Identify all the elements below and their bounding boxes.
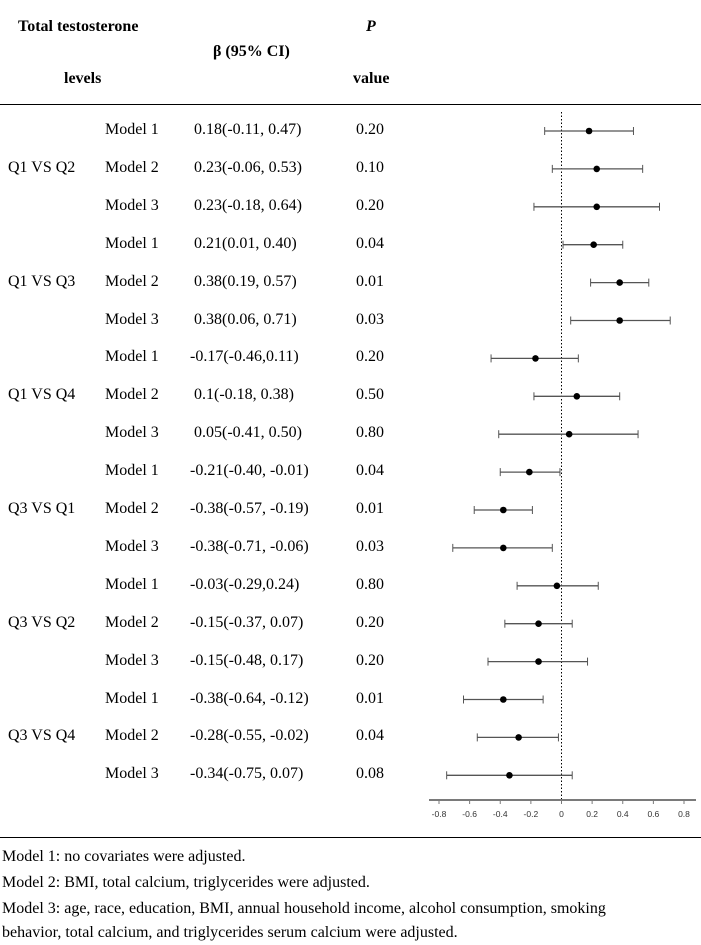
- model-label: Model 3: [105, 537, 159, 555]
- group-label: Q1 VS Q4: [8, 386, 76, 404]
- point-estimate: [515, 734, 522, 741]
- beta-ci-value: 0.21(0.01, 0.40): [194, 234, 297, 252]
- p-value: 0.10: [356, 158, 384, 176]
- p-value: 0.80: [356, 424, 384, 442]
- point-estimate: [616, 317, 623, 324]
- group-label: Q3 VS Q1: [8, 500, 76, 517]
- point-estimate: [526, 468, 533, 476]
- beta-ci-value: 0.38(0.19, 0.57): [194, 272, 297, 290]
- model-label: Model 2: [105, 613, 159, 631]
- x-tick-label: -0.4: [493, 809, 508, 819]
- model-label: Model 3: [105, 196, 159, 214]
- x-tick-label: 0.2: [586, 809, 598, 819]
- point-estimate: [553, 582, 561, 590]
- point-estimate: [590, 241, 597, 248]
- point-estimate: [500, 696, 507, 703]
- footnote-model-1: Model 1: no covariates were adjusted.: [2, 848, 246, 865]
- footnote-model-3-cont: behavior, total calcium, and triglycerid…: [2, 924, 458, 941]
- beta-ci-value: -0.03(-0.29,0.24): [190, 575, 300, 593]
- header-p-line1: P: [366, 18, 376, 35]
- p-value: 0.04: [356, 234, 384, 252]
- x-tick-label: 0: [559, 809, 564, 819]
- x-tick-label: 0.6: [647, 809, 659, 819]
- group-label: Q1 VS Q2: [8, 158, 76, 176]
- p-value: 0.20: [356, 348, 384, 366]
- p-value: 0.20: [356, 613, 384, 631]
- p-value: 0.01: [356, 272, 384, 290]
- model-label: Model 3: [105, 310, 159, 328]
- p-value: 0.03: [356, 537, 384, 555]
- model-label: Model 2: [105, 272, 159, 290]
- p-value: 0.01: [356, 500, 384, 517]
- group-label: Q1 VS Q3: [8, 272, 76, 290]
- point-estimate: [593, 203, 601, 211]
- p-value: 0.04: [356, 727, 384, 745]
- p-value: 0.01: [356, 689, 384, 707]
- model-label: Model 1: [105, 234, 159, 252]
- point-estimate: [585, 127, 593, 135]
- p-value: 0.08: [356, 765, 384, 783]
- point-estimate: [573, 393, 581, 400]
- header-levels-line1: Total testosterone: [18, 18, 139, 35]
- model-label: Model 3: [105, 651, 159, 669]
- point-estimate: [593, 165, 601, 173]
- beta-ci-value: 0.23(-0.06, 0.53): [194, 158, 302, 176]
- header-rule: [0, 104, 701, 105]
- beta-ci-value: -0.38(-0.64, -0.12): [190, 689, 309, 707]
- model-label: Model 2: [105, 727, 159, 745]
- beta-ci-value: -0.38(-0.71, -0.06): [190, 537, 309, 555]
- footnote-model-2: Model 2: BMI, total calcium, triglycerid…: [2, 874, 370, 891]
- model-label: Model 1: [105, 348, 159, 366]
- group-label: Q3 VS Q4: [8, 727, 76, 745]
- p-value: 0.20: [356, 121, 384, 138]
- point-estimate: [535, 620, 542, 627]
- p-value: 0.04: [356, 462, 384, 480]
- x-tick-label: -0.8: [432, 809, 447, 819]
- beta-ci-value: -0.15(-0.37, 0.07): [190, 613, 304, 631]
- point-estimate: [565, 430, 573, 438]
- beta-ci-value: 0.18(-0.11, 0.47): [194, 121, 302, 138]
- point-estimate: [500, 506, 507, 514]
- point-estimate: [616, 279, 623, 286]
- header-levels-line2: levels: [64, 70, 102, 87]
- p-value: 0.03: [356, 310, 384, 328]
- beta-ci-value: -0.38(-0.57, -0.19): [190, 500, 309, 517]
- model-label: Model 2: [105, 158, 159, 176]
- p-value: 0.20: [356, 651, 384, 669]
- x-tick-label: 0.4: [617, 809, 629, 819]
- group-label: Q3 VS Q2: [8, 613, 76, 631]
- beta-ci-value: -0.21(-0.40, -0.01): [190, 462, 309, 480]
- model-label: Model 2: [105, 386, 159, 404]
- x-tick-label: -0.6: [462, 809, 477, 819]
- p-value: 0.20: [356, 196, 384, 214]
- footer-rule: [0, 837, 701, 838]
- model-label: Model 2: [105, 500, 159, 517]
- beta-ci-value: -0.28(-0.55, -0.02): [190, 727, 309, 745]
- beta-ci-value: -0.15(-0.48, 0.17): [190, 651, 304, 669]
- forest-plot: -0.8 -0.6 -0.4 -0.2 0 0.2 0.4 0.6 0.8: [429, 112, 696, 819]
- model-label: Model 1: [105, 689, 159, 707]
- point-estimate: [500, 544, 507, 552]
- beta-ci-value: -0.34(-0.75, 0.07): [190, 765, 304, 783]
- header-p-line2: value: [353, 70, 390, 87]
- beta-ci-value: 0.38(0.06, 0.71): [194, 310, 297, 328]
- model-label: Model 1: [105, 575, 159, 593]
- point-estimate: [535, 658, 542, 665]
- x-tick-label: 0.8: [678, 809, 690, 819]
- beta-ci-value: -0.17(-0.46,0.11): [190, 348, 299, 366]
- beta-ci-value: 0.1(-0.18, 0.38): [194, 386, 294, 404]
- model-label: Model 3: [105, 765, 159, 783]
- model-label: Model 3: [105, 424, 159, 442]
- model-label: Model 1: [105, 121, 159, 138]
- p-value: 0.80: [356, 575, 384, 593]
- header-beta-ci: β (95% CI): [213, 43, 290, 60]
- beta-ci-value: 0.05(-0.41, 0.50): [194, 424, 302, 442]
- model-label: Model 1: [105, 462, 159, 480]
- p-value: 0.50: [356, 386, 384, 404]
- footnote-model-3: Model 3: age, race, education, BMI, annu…: [2, 900, 606, 917]
- beta-ci-value: 0.23(-0.18, 0.64): [194, 196, 302, 214]
- point-estimate: [532, 355, 539, 362]
- point-estimate: [506, 772, 513, 779]
- x-tick-label: -0.2: [524, 809, 539, 819]
